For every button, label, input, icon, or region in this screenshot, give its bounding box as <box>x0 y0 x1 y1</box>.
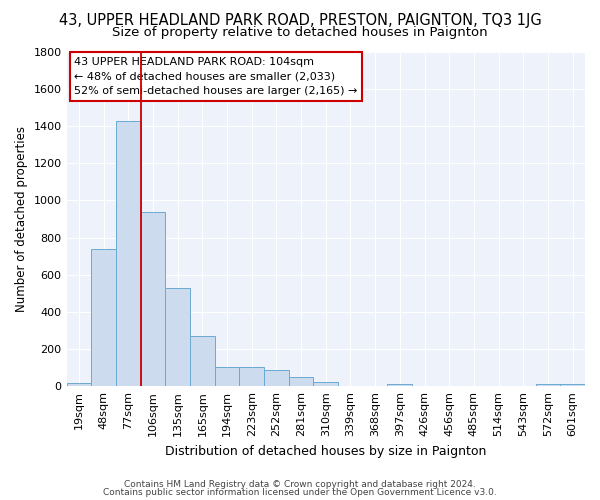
Bar <box>313 382 338 386</box>
Bar <box>91 248 116 386</box>
Bar <box>536 384 560 386</box>
Bar <box>67 382 91 386</box>
Text: Contains HM Land Registry data © Crown copyright and database right 2024.: Contains HM Land Registry data © Crown c… <box>124 480 476 489</box>
Text: 43, UPPER HEADLAND PARK ROAD, PRESTON, PAIGNTON, TQ3 1JG: 43, UPPER HEADLAND PARK ROAD, PRESTON, P… <box>59 12 541 28</box>
Text: Size of property relative to detached houses in Paignton: Size of property relative to detached ho… <box>112 26 488 39</box>
Bar <box>116 122 140 386</box>
X-axis label: Distribution of detached houses by size in Paignton: Distribution of detached houses by size … <box>165 444 487 458</box>
Bar <box>140 212 165 386</box>
Bar <box>239 367 264 386</box>
Bar <box>264 370 289 386</box>
Bar <box>165 288 190 386</box>
Bar <box>560 384 585 386</box>
Text: 43 UPPER HEADLAND PARK ROAD: 104sqm
← 48% of detached houses are smaller (2,033): 43 UPPER HEADLAND PARK ROAD: 104sqm ← 48… <box>74 56 358 96</box>
Bar <box>388 384 412 386</box>
Bar <box>190 336 215 386</box>
Bar <box>215 367 239 386</box>
Y-axis label: Number of detached properties: Number of detached properties <box>15 126 28 312</box>
Text: Contains public sector information licensed under the Open Government Licence v3: Contains public sector information licen… <box>103 488 497 497</box>
Bar <box>289 377 313 386</box>
